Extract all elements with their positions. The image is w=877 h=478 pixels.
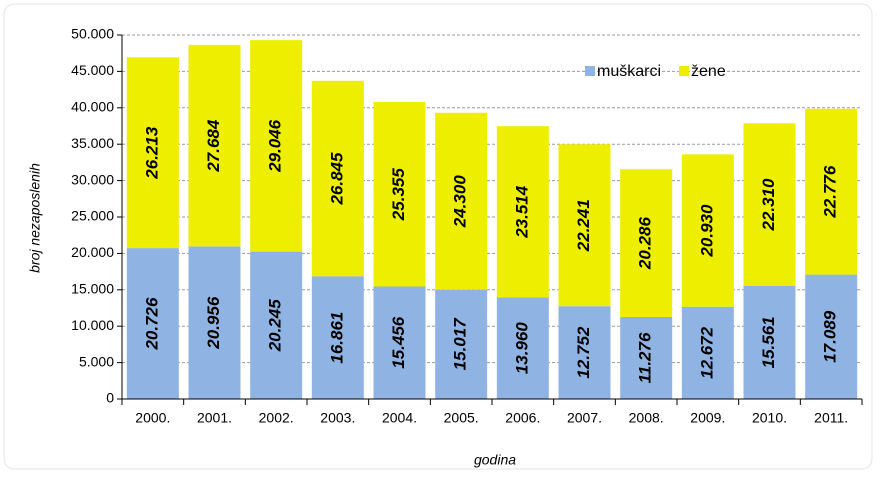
value-label: 20.956 [204, 296, 223, 350]
y-tick-label: 25.000 [71, 208, 114, 224]
bar-segment [496, 126, 549, 298]
x-tick-label: 2007. [567, 410, 602, 426]
bar-segment [805, 108, 858, 275]
value-label: 20.726 [142, 297, 161, 351]
x-tick-label: 2003. [320, 410, 355, 426]
value-label: 13.960 [512, 322, 531, 375]
value-label: 20.930 [697, 204, 716, 258]
value-label: 29.046 [266, 119, 285, 173]
bar-segment [435, 112, 488, 290]
bar-segment [558, 306, 611, 399]
y-tick-label: 5.000 [79, 353, 114, 369]
x-axis-label: godina [474, 452, 516, 468]
x-tick-label: 2008. [629, 410, 664, 426]
value-label: 15.017 [451, 317, 470, 371]
value-label: 25.355 [389, 168, 408, 222]
value-label: 16.861 [327, 312, 346, 364]
x-tick-label: 2005. [444, 410, 479, 426]
bar-segment [311, 80, 364, 277]
x-tick-label: 2011. [814, 410, 848, 426]
y-tick-label: 30.000 [71, 171, 114, 187]
value-label: 12.752 [574, 326, 593, 379]
x-tick-label: 2001. [197, 410, 232, 426]
legend-swatch [585, 66, 595, 76]
x-tick-label: 2009. [690, 410, 725, 426]
y-tick-label: 40.000 [71, 99, 114, 115]
bar-segment [126, 57, 179, 249]
bar-segment [681, 306, 734, 399]
y-tick-label: 0 [106, 390, 114, 406]
y-tick-label: 10.000 [71, 317, 114, 333]
bar-segment [126, 248, 179, 399]
value-label: 24.300 [451, 175, 470, 229]
value-label: 12.672 [697, 326, 716, 379]
value-label: 23.514 [512, 185, 531, 239]
value-label: 20.245 [266, 299, 285, 353]
value-label: 26.213 [142, 126, 161, 180]
bar-segment [373, 101, 426, 287]
legend-swatch [679, 66, 690, 76]
value-label: 20.286 [636, 217, 655, 271]
value-label: 22.241 [574, 199, 593, 252]
x-tick-label: 2006. [505, 410, 540, 426]
bar-segment [435, 289, 488, 399]
bar-segment [311, 276, 364, 399]
bar-segment [681, 154, 734, 307]
x-tick-label: 2002. [259, 410, 294, 426]
bar-segment [188, 246, 241, 399]
bar-segment [188, 44, 241, 247]
value-label: 11.276 [636, 332, 655, 383]
bar-segment [620, 169, 673, 317]
value-label: 17.089 [821, 310, 840, 363]
y-tick-label: 20.000 [71, 244, 114, 260]
y-tick-label: 35.000 [71, 135, 114, 151]
value-label: 15.561 [759, 316, 778, 368]
y-axis-label: broj nezaposlenih [27, 163, 43, 273]
bar-segment [250, 251, 303, 399]
x-tick-label: 2004. [382, 410, 417, 426]
x-tick-label: 2000. [135, 410, 170, 426]
bar-segment [743, 123, 796, 286]
legend-label: muškarci [597, 63, 661, 80]
bar-segment [496, 297, 549, 399]
x-tick-label: 2010. [752, 410, 787, 426]
value-label: 15.456 [389, 316, 408, 369]
value-label: 22.776 [821, 165, 840, 219]
bar-segment [250, 40, 303, 252]
y-tick-label: 45.000 [71, 62, 114, 78]
bar-segment [805, 274, 858, 399]
y-tick-label: 15.000 [71, 281, 114, 297]
bar-segment [373, 286, 426, 399]
y-tick-label: 50.000 [71, 26, 114, 42]
value-label: 27.684 [204, 119, 223, 173]
value-label: 22.310 [759, 178, 778, 232]
value-label: 26.845 [327, 152, 346, 206]
bar-segment [558, 144, 611, 307]
bar-segment [743, 285, 796, 399]
legend-label: žene [691, 63, 726, 80]
bar-segment [620, 316, 673, 399]
